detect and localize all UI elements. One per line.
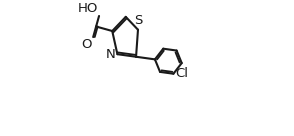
Text: O: O xyxy=(81,38,92,51)
Text: HO: HO xyxy=(77,2,98,15)
Text: Cl: Cl xyxy=(176,67,189,80)
Text: S: S xyxy=(134,13,143,27)
Text: N: N xyxy=(105,48,115,61)
